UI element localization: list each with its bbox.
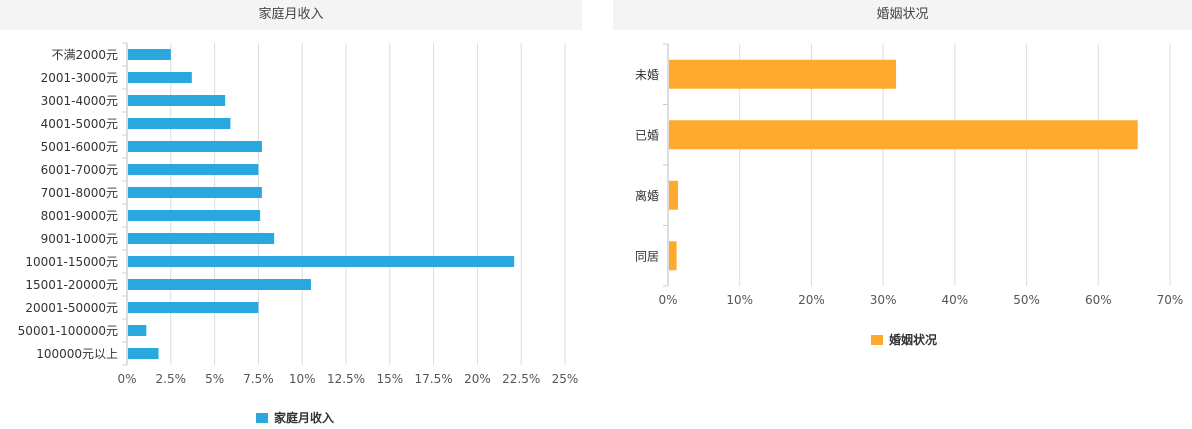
category-label: 已婚: [635, 128, 659, 142]
category-label: 10001-15000元: [25, 255, 118, 269]
x-tick-label: 10%: [726, 293, 753, 307]
x-tick-label: 60%: [1085, 293, 1112, 307]
x-tick-label: 25%: [552, 372, 579, 386]
bar: [128, 302, 259, 313]
category-label: 3001-4000元: [41, 94, 118, 108]
bar: [128, 348, 159, 359]
x-tick-label: 22.5%: [502, 372, 540, 386]
income-legend-label: 家庭月收入: [274, 411, 335, 425]
bar: [128, 187, 262, 198]
x-tick-label: 12.5%: [327, 372, 365, 386]
bar: [669, 59, 897, 89]
x-tick-label: 0%: [117, 372, 136, 386]
category-label: 未婚: [635, 68, 659, 82]
x-tick-label: 5%: [205, 372, 224, 386]
x-tick-label: 17.5%: [415, 372, 453, 386]
category-label: 同居: [635, 249, 659, 263]
marital-legend-swatch: [871, 334, 883, 345]
x-tick-label: 10%: [289, 372, 316, 386]
category-label: 50001-100000元: [18, 324, 118, 338]
category-label: 15001-20000元: [25, 278, 118, 292]
category-label: 100000元以上: [36, 347, 118, 361]
bar: [128, 141, 262, 152]
x-tick-label: 50%: [1013, 293, 1040, 307]
bar: [669, 120, 1138, 150]
x-tick-label: 20%: [798, 293, 825, 307]
bar: [128, 164, 259, 175]
x-tick-label: 15%: [376, 372, 403, 386]
income-chart-panel: 家庭月收入 0% 2.5% 5% 7.5% 10% 12.5% 15% 17.5% 20% 22.…: [0, 0, 582, 429]
category-label: 8001-9000元: [41, 209, 118, 223]
x-tick-label: 7.5%: [243, 372, 274, 386]
category-label: 4001-5000元: [41, 117, 118, 131]
income-legend[interactable]: 家庭月收入: [256, 409, 334, 426]
income-chart: 0% 2.5% 5% 7.5% 10% 12.5% 15% 17.5% 20% 22.5% 25% 不…: [18, 42, 579, 386]
category-label: 6001-7000元: [41, 163, 118, 177]
x-tick-label: 2.5%: [156, 372, 187, 386]
bar: [128, 233, 275, 244]
x-tick-label: 30%: [870, 293, 897, 307]
bar: [669, 180, 679, 210]
category-label: 2001-3000元: [41, 71, 118, 85]
bar: [128, 325, 147, 336]
bar: [669, 241, 677, 271]
bar: [128, 279, 311, 290]
x-tick-label: 20%: [464, 372, 491, 386]
bar: [128, 95, 226, 106]
marital-legend-label: 婚姻状况: [889, 333, 938, 347]
category-label: 不满2000元: [51, 48, 118, 62]
income-chart-title: 家庭月收入: [0, 0, 582, 30]
x-tick-label: 0%: [658, 293, 677, 307]
x-tick-label: 70%: [1157, 293, 1184, 307]
bar: [128, 49, 171, 60]
category-label: 5001-6000元: [41, 140, 118, 154]
category-label: 离婚: [635, 188, 659, 203]
bar: [128, 210, 261, 221]
bar: [128, 256, 515, 267]
category-label: 9001-1000元: [41, 232, 118, 246]
x-tick-label: 40%: [942, 293, 969, 307]
marital-legend[interactable]: 婚姻状况: [871, 331, 937, 348]
bar: [128, 72, 192, 83]
category-label: 20001-50000元: [25, 301, 118, 315]
marital-chart-panel: 婚姻状况 0% 10% 20% 30% 40% 50% 60% 70% 未婚已婚离婚同居 婚姻状…: [613, 0, 1192, 429]
bar: [128, 118, 231, 129]
category-label: 7001-8000元: [41, 186, 118, 200]
income-legend-swatch: [256, 412, 268, 423]
marital-chart-title: 婚姻状况: [613, 0, 1192, 30]
